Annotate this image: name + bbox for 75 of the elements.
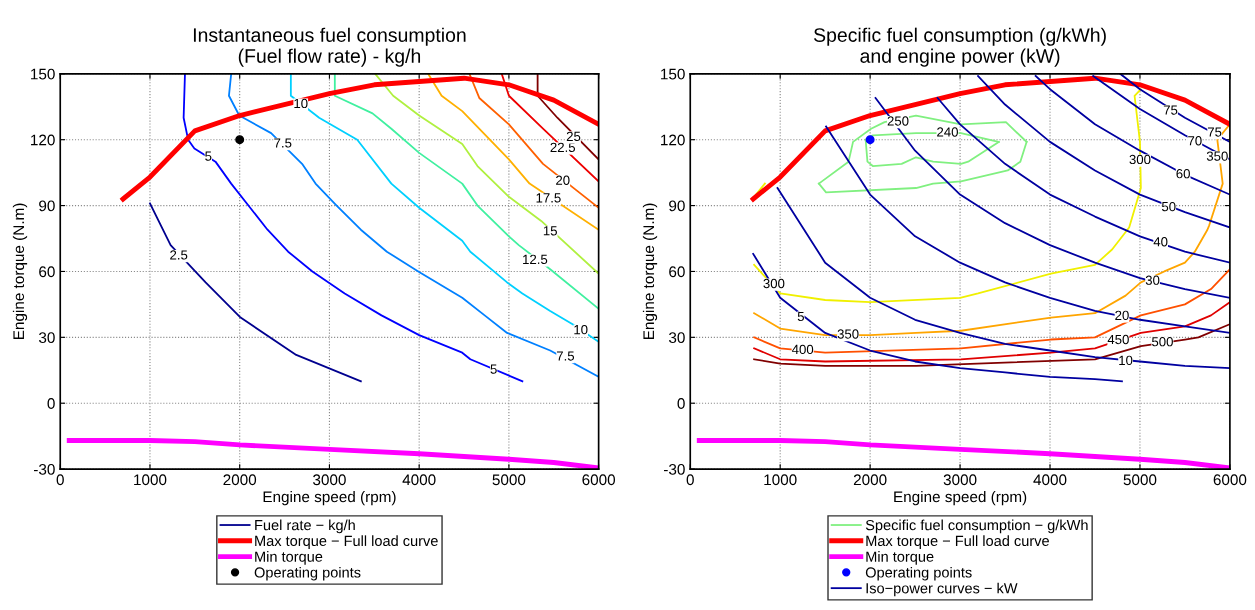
annotation: 250: [887, 116, 909, 126]
annotation: 7.5: [274, 138, 292, 148]
legend-label: Iso−power curves − kW: [866, 582, 1018, 597]
legend-label: Fuel rate − kg/h: [255, 519, 355, 534]
annotation: 5: [490, 364, 497, 374]
annotation: 500: [1151, 337, 1173, 347]
x-tick-label: 1000: [764, 474, 797, 486]
x-tick-label: 0: [686, 474, 694, 486]
x-tick-label: 6000: [582, 474, 616, 486]
legend-label: Max torque − Full load curve: [866, 535, 1049, 549]
annotation: 450: [1107, 334, 1129, 345]
legend-label: Min torque: [866, 551, 934, 565]
x-axis-title: Engine speed (rpm): [263, 490, 396, 506]
y-tick-label: 0: [677, 398, 685, 409]
annotation: 350: [1206, 151, 1228, 161]
annotation: 75: [1207, 127, 1222, 137]
x-tick-label: 1000: [134, 474, 167, 486]
annotation: 22.5: [550, 142, 576, 153]
annotation: 5: [797, 311, 804, 322]
legend-label: Operating points: [254, 566, 361, 581]
y-tick-label: 120: [661, 134, 685, 146]
annotation: 17.5: [536, 193, 561, 203]
annotation: 70: [1188, 136, 1202, 146]
annotation: 30: [1145, 275, 1160, 285]
x-tick-label: 3000: [943, 474, 977, 486]
y-tick-label: 150: [661, 68, 685, 80]
annotation: 15: [543, 226, 557, 236]
x-tick-label: 0: [56, 474, 64, 486]
annotation: 25: [566, 131, 581, 142]
y-tick-label: -30: [663, 463, 685, 475]
y-axis-title: Engine torque (N.m): [12, 203, 28, 339]
annotation: 350: [837, 329, 859, 339]
x-tick-label: 4000: [402, 474, 436, 486]
legend-label: Max torque − Full load curve: [255, 535, 438, 549]
annotation: 60: [1176, 169, 1190, 179]
y-tick-label: 90: [39, 200, 55, 212]
annotation: 50: [1161, 201, 1176, 212]
annotation: 12.5: [523, 254, 548, 265]
annotation: 20: [1115, 310, 1129, 321]
x-tick-label: 5000: [1123, 474, 1157, 486]
annotation: 10: [294, 98, 308, 109]
chart-title: Instantaneous fuel consumption (Fuel flow rate) - kg/h: [193, 27, 466, 67]
x-axis-title: Engine speed (rpm): [894, 490, 1027, 506]
annotation: 400: [791, 344, 814, 355]
annotation: 2.5: [170, 250, 188, 260]
legend-label: Min torque: [255, 551, 323, 565]
annotation: 240: [937, 127, 958, 137]
x-tick-label: 4000: [1033, 474, 1067, 486]
y-tick-label: 120: [31, 134, 55, 146]
annotation: 7.5: [556, 351, 575, 361]
y-tick-label: 60: [39, 266, 55, 278]
x-tick-label: 2000: [223, 474, 257, 486]
annotation: 20: [556, 175, 570, 185]
x-tick-label: 6000: [1213, 474, 1247, 486]
annotation: 10: [1119, 355, 1133, 366]
y-tick-label: 0: [47, 398, 55, 409]
y-axis-title: Engine torque (N.m): [642, 203, 658, 339]
chart-title: Specific fuel consumption (g/kWh) and engine power (kW): [813, 27, 1106, 67]
annotation: 300: [763, 278, 785, 289]
y-tick-label: 30: [668, 332, 685, 344]
legend-label: Operating points: [865, 566, 972, 581]
legend-label: Specific fuel consumption − g/kWh: [865, 519, 1088, 534]
annotation: 5: [205, 151, 212, 161]
x-tick-label: 5000: [492, 474, 526, 486]
y-tick-label: 90: [669, 200, 685, 212]
y-tick-label: 30: [38, 332, 55, 344]
annotation: 300: [1129, 154, 1151, 165]
annotation: 40: [1153, 237, 1168, 247]
x-tick-label: 2000: [853, 474, 887, 486]
y-tick-label: 150: [31, 68, 55, 80]
y-tick-label: 60: [669, 266, 685, 278]
y-tick-label: -30: [33, 463, 55, 475]
annotation: 10: [574, 324, 588, 335]
annotation: 75: [1163, 105, 1178, 115]
x-tick-label: 3000: [313, 474, 346, 486]
